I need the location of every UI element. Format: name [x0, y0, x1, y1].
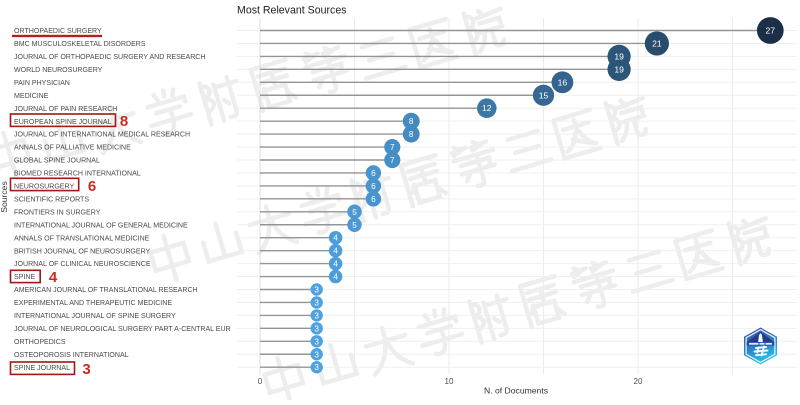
svg-text:4: 4 [333, 247, 338, 256]
svg-text:WORLD NEUROSURGERY: WORLD NEUROSURGERY [14, 67, 103, 74]
svg-text:4: 4 [333, 260, 338, 269]
svg-text:JOURNAL OF CLINICAL NEUROSCIEN: JOURNAL OF CLINICAL NEUROSCIENCE [14, 261, 151, 268]
svg-text:MEDICINE: MEDICINE [14, 93, 49, 100]
svg-text:27: 27 [766, 26, 776, 36]
svg-text:INTERNATIONAL JOURNAL OF GENER: INTERNATIONAL JOURNAL OF GENERAL MEDICIN… [14, 222, 188, 229]
svg-text:0: 0 [258, 377, 263, 386]
svg-text:PAIN PHYSICIAN: PAIN PHYSICIAN [14, 80, 70, 87]
svg-text:BMC MUSCULOSKELETAL DISORDERS: BMC MUSCULOSKELETAL DISORDERS [14, 41, 146, 48]
svg-text:3: 3 [314, 350, 319, 359]
svg-text:4: 4 [49, 269, 58, 286]
svg-text:NEUROSURGERY: NEUROSURGERY [14, 184, 74, 191]
svg-text:7: 7 [390, 143, 395, 152]
svg-text:19: 19 [614, 51, 624, 61]
svg-text:3: 3 [314, 311, 319, 320]
svg-text:Sources: Sources [0, 181, 9, 213]
svg-text:ANNALS OF TRANSLATIONAL MEDICI: ANNALS OF TRANSLATIONAL MEDICINE [14, 235, 150, 242]
svg-text:12: 12 [482, 103, 492, 113]
svg-text:6: 6 [88, 178, 96, 195]
svg-text:JOURNAL OF NEUROLOGICAL SURGER: JOURNAL OF NEUROLOGICAL SURGERY PART A-C… [14, 326, 231, 333]
svg-text:FRONTIERS IN SURGERY: FRONTIERS IN SURGERY [14, 209, 101, 216]
svg-text:JOURNAL OF ORTHOPAEDIC SURGERY: JOURNAL OF ORTHOPAEDIC SURGERY AND RESEA… [14, 54, 205, 61]
svg-text:SPINE: SPINE [14, 274, 35, 281]
svg-text:16: 16 [558, 77, 568, 87]
svg-text:ANNALS OF PALLIATIVE MEDICINE: ANNALS OF PALLIATIVE MEDICINE [14, 145, 131, 152]
svg-text:5: 5 [352, 208, 357, 217]
svg-text:INTERNATIONAL JOURNAL OF SPINE: INTERNATIONAL JOURNAL OF SPINE SURGERY [14, 313, 176, 320]
svg-text:15: 15 [539, 90, 549, 100]
svg-text:ORTHOPEDICS: ORTHOPEDICS [14, 339, 66, 346]
svg-text:3: 3 [314, 337, 319, 346]
svg-text:SPINE JOURNAL: SPINE JOURNAL [14, 365, 70, 372]
svg-text:EUROPEAN SPINE JOURNAL: EUROPEAN SPINE JOURNAL [14, 119, 112, 126]
svg-text:10: 10 [445, 377, 454, 386]
svg-text:6: 6 [371, 182, 376, 191]
svg-text:SCIENTIFIC REPORTS: SCIENTIFIC REPORTS [14, 196, 89, 203]
svg-text:19: 19 [614, 64, 624, 74]
svg-text:AMERICAN JOURNAL OF TRANSLATIO: AMERICAN JOURNAL OF TRANSLATIONAL RESEAR… [14, 287, 198, 294]
svg-text:3: 3 [314, 298, 319, 307]
svg-text:4: 4 [333, 234, 338, 243]
svg-text:8: 8 [120, 113, 128, 130]
svg-text:6: 6 [371, 169, 376, 178]
svg-text:BRITISH JOURNAL OF NEUROSURGER: BRITISH JOURNAL OF NEUROSURGERY [14, 248, 151, 255]
svg-text:ORTHOPAEDIC SURGERY: ORTHOPAEDIC SURGERY [14, 28, 102, 35]
svg-text:5: 5 [352, 221, 357, 230]
svg-text:6: 6 [371, 195, 376, 204]
svg-text:4: 4 [333, 273, 338, 282]
svg-text:Most Relevant Sources: Most Relevant Sources [237, 5, 347, 17]
svg-text:20: 20 [634, 377, 643, 386]
svg-text:3: 3 [82, 361, 90, 378]
svg-text:JOURNAL OF PAIN RESEARCH: JOURNAL OF PAIN RESEARCH [14, 106, 117, 113]
svg-text:21: 21 [652, 38, 662, 48]
svg-text:OSTEOPOROSIS INTERNATIONAL: OSTEOPOROSIS INTERNATIONAL [14, 352, 129, 359]
svg-text:7: 7 [390, 156, 395, 165]
svg-text:3: 3 [314, 363, 319, 372]
svg-text:JOURNAL OF INTERNATIONAL MEDIC: JOURNAL OF INTERNATIONAL MEDICAL RESEARC… [14, 132, 190, 139]
svg-text:N. of Documents: N. of Documents [484, 386, 548, 396]
svg-text:EXPERIMENTAL AND THERAPEUTIC M: EXPERIMENTAL AND THERAPEUTIC MEDICINE [14, 300, 172, 307]
svg-text:8: 8 [409, 130, 414, 139]
svg-text:GLOBAL SPINE JOURNAL: GLOBAL SPINE JOURNAL [14, 158, 100, 165]
svg-text:8: 8 [409, 117, 414, 126]
svg-text:3: 3 [314, 286, 319, 295]
svg-text:3: 3 [314, 324, 319, 333]
svg-text:BIOMED RESEARCH INTERNATIONAL: BIOMED RESEARCH INTERNATIONAL [14, 171, 141, 178]
